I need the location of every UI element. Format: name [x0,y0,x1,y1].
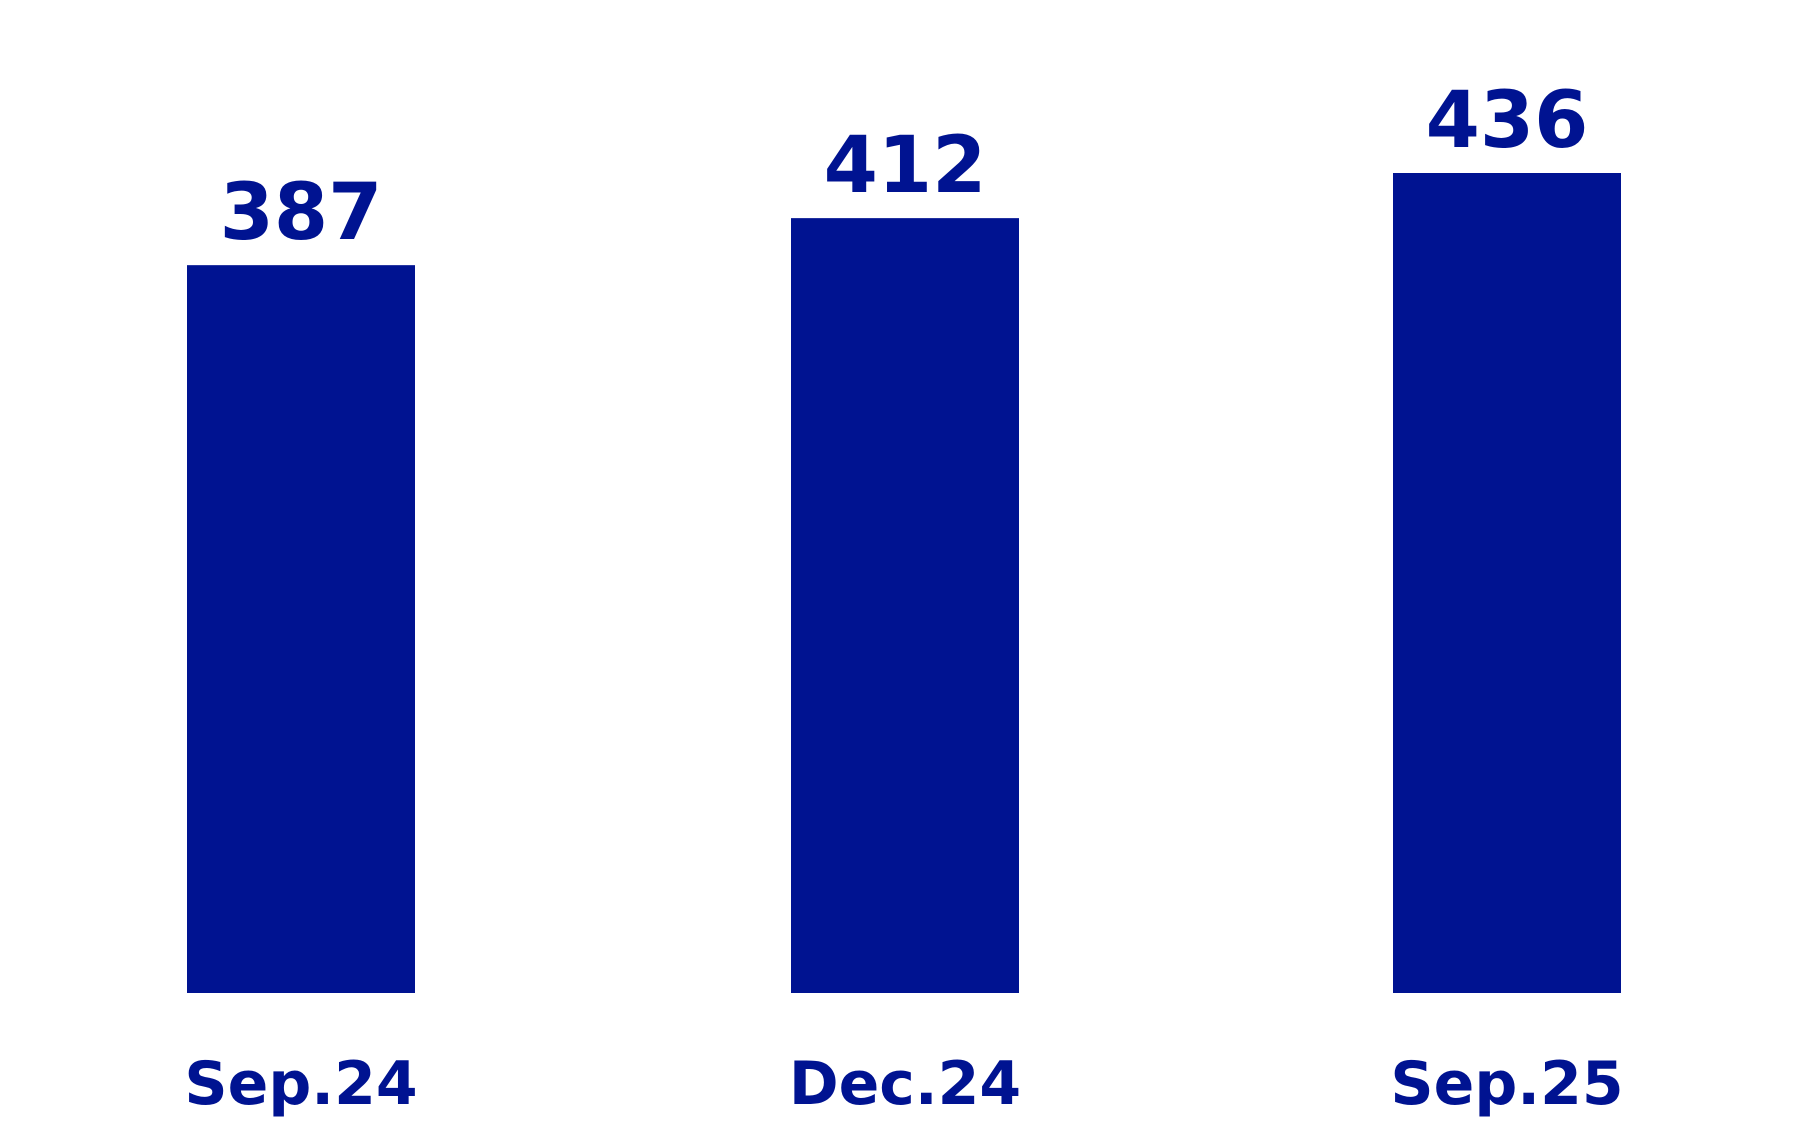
bar [1393,173,1621,993]
bar [187,265,415,993]
value-label: 412 [824,121,987,211]
value-label: 436 [1426,76,1589,166]
value-label: 387 [220,168,383,258]
x-tick-label: Sep.24 [184,1049,417,1119]
x-tick-label: Dec.24 [789,1049,1021,1119]
bar [791,218,1019,993]
x-tick-label: Sep.25 [1390,1049,1623,1119]
